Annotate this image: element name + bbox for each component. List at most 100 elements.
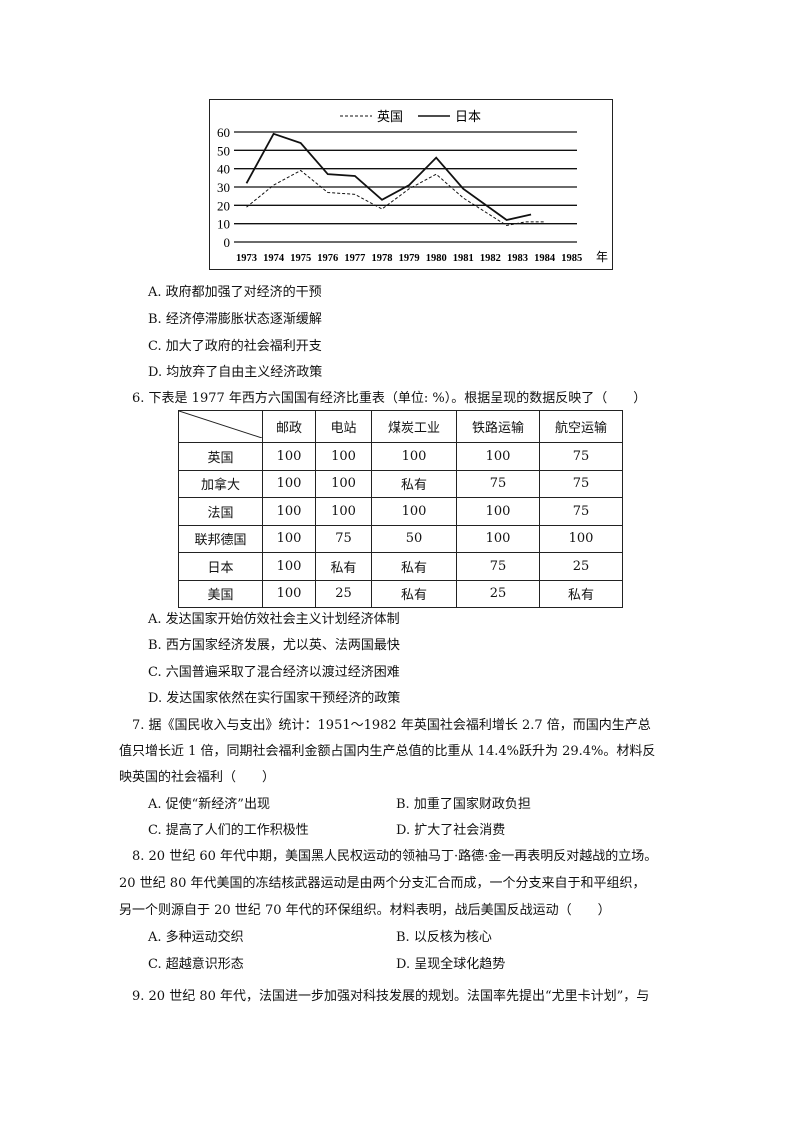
q8-option-c: C. 超越意识形态 <box>148 957 244 972</box>
value-cell: 75 <box>539 497 623 526</box>
legend-label: 英国 <box>377 110 403 125</box>
value-cell: 私有 <box>371 552 457 581</box>
value-cell: 私有 <box>371 469 457 498</box>
value-cell: 100 <box>262 497 316 526</box>
y-tick-label: 30 <box>217 180 230 195</box>
x-tick-label: 1979 <box>399 253 420 264</box>
q7-line: 值只增长近 1 倍，同期社会福利金额占国内生产总值的比重从 14.4%跃升为 2… <box>119 744 656 759</box>
value-cell: 25 <box>315 579 372 608</box>
q7-option-d: D. 扩大了社会消费 <box>396 823 506 838</box>
q5-option-d: D. 均放弃了自由主义经济政策 <box>148 365 323 380</box>
x-tick-label: 1984 <box>534 253 556 264</box>
y-tick-label: 10 <box>217 217 230 232</box>
x-axis-label: 年 <box>596 250 608 264</box>
table-row: 法国 100 100 100 100 75 <box>178 497 623 526</box>
header-cell: 铁路运输 <box>456 410 540 443</box>
value-cell: 50 <box>371 524 457 553</box>
q5-option-b: B. 经济停滞膨胀状态逐渐缓解 <box>148 312 322 327</box>
value-cell: 25 <box>456 579 540 608</box>
x-tick-label: 1978 <box>372 253 393 264</box>
x-tick-label: 1974 <box>263 253 285 264</box>
value-cell: 75 <box>539 469 623 498</box>
q7-line: 7. 据《国民收入与支出》统计：1951～1982 年英国社会福利增长 2.7 … <box>132 718 651 733</box>
country-cell: 法国 <box>178 497 263 526</box>
table-row: 联邦德国 100 75 50 100 100 <box>178 524 623 553</box>
table-row: 美国 100 25 私有 25 私有 <box>178 579 623 608</box>
line-chart: 0 10 20 30 40 50 60 1973 1974 1975 1976 1977 1978 197… <box>209 99 613 270</box>
q6-table: 邮政 电站 煤炭工业 铁路运输 航空运输 英国 100 100 100 100 75 加拿大… <box>178 410 623 608</box>
value-cell: 100 <box>371 497 457 526</box>
q8-option-d: D. 呈现全球化趋势 <box>396 957 506 972</box>
value-cell: 75 <box>456 469 540 498</box>
q8-line: 20 世纪 80 年代美国的冻结核武器运动是由两个分支汇合而成，一个分支来自于和… <box>119 876 646 891</box>
country-cell: 联邦德国 <box>178 524 263 553</box>
value-cell: 私有 <box>315 552 372 581</box>
q5-option-c: C. 加大了政府的社会福利开支 <box>148 339 322 354</box>
country-cell: 加拿大 <box>178 469 263 498</box>
value-cell: 75 <box>315 524 372 553</box>
q8-line: 另一个则源自于 20 世纪 70 年代的环保组织。材料表明，战后美国反战运动（ … <box>119 903 611 918</box>
series-line-1 <box>245 132 532 221</box>
x-tick-label: 1985 <box>561 253 582 264</box>
x-tick-label: 1977 <box>344 253 365 264</box>
value-cell: 75 <box>539 442 623 471</box>
x-tick-label: 1975 <box>290 253 311 264</box>
header-cell: 邮政 <box>262 410 316 443</box>
y-tick-label: 0 <box>224 235 231 250</box>
value-cell: 75 <box>456 552 540 581</box>
q6-stem: 6. 下表是 1977 年西方六国国有经济比重表（单位: %）。根据呈现的数据反… <box>132 391 647 406</box>
country-cell: 美国 <box>178 579 263 608</box>
value-cell: 100 <box>371 442 457 471</box>
legend-label: 日本 <box>455 110 481 125</box>
chart-svg: 0 10 20 30 40 50 60 1973 1974 1975 1976 1977 1978 197… <box>217 110 608 264</box>
q6-option-c: C. 六国普遍采取了混合经济以渡过经济困难 <box>148 665 400 680</box>
x-tick-label: 1980 <box>426 253 447 264</box>
value-cell: 100 <box>456 524 540 553</box>
value-cell: 私有 <box>539 579 623 608</box>
value-cell: 100 <box>539 524 623 553</box>
value-cell: 100 <box>456 442 540 471</box>
q6-option-d: D. 发达国家依然在实行国家干预经济的政策 <box>148 691 401 706</box>
y-tick-label: 60 <box>217 125 230 140</box>
q5-option-a: A. 政府都加强了对经济的干预 <box>148 285 322 300</box>
country-cell: 日本 <box>178 552 263 581</box>
value-cell: 25 <box>539 552 623 581</box>
value-cell: 100 <box>262 524 316 553</box>
q6-option-b: B. 西方国家经济发展，尤以英、法两国最快 <box>148 638 400 653</box>
value-cell: 私有 <box>371 579 457 608</box>
x-tick-label: 1973 <box>236 253 257 264</box>
y-tick-label: 50 <box>217 143 230 158</box>
value-cell: 100 <box>262 579 316 608</box>
x-tick-label: 1983 <box>507 253 528 264</box>
table-row: 日本 100 私有 私有 75 25 <box>178 552 623 581</box>
q7-option-a: A. 促使“新经济”出现 <box>148 797 270 812</box>
table-header-row: 邮政 电站 煤炭工业 铁路运输 航空运输 <box>178 410 623 443</box>
series-line-0 <box>246 169 545 227</box>
value-cell: 100 <box>262 469 316 498</box>
q8-option-a: A. 多种运动交织 <box>148 930 244 945</box>
value-cell: 100 <box>315 497 372 526</box>
y-tick-label: 40 <box>217 162 230 177</box>
value-cell: 100 <box>456 497 540 526</box>
value-cell: 100 <box>315 469 372 498</box>
q8-option-b: B. 以反核为核心 <box>396 930 492 945</box>
x-tick-label: 1982 <box>480 253 501 264</box>
q8-line: 8. 20 世纪 60 年代中期，美国黑人民权运动的领袖马丁·路德·金一再表明反… <box>132 849 658 864</box>
header-cell: 煤炭工业 <box>371 410 457 443</box>
header-cell: 电站 <box>315 410 372 443</box>
y-tick-label: 20 <box>217 198 230 213</box>
x-tick-label: 1976 <box>317 253 338 264</box>
q7-line: 映英国的社会福利（ ） <box>119 770 276 785</box>
q6-option-a: A. 发达国家开始仿效社会主义计划经济体制 <box>148 612 400 627</box>
value-cell: 100 <box>315 442 372 471</box>
value-cell: 100 <box>262 552 316 581</box>
table-row: 加拿大 100 100 私有 75 75 <box>178 469 623 498</box>
value-cell: 100 <box>262 442 316 471</box>
header-cell: 航空运输 <box>539 410 623 443</box>
x-tick-label: 1981 <box>453 253 474 264</box>
table-row: 英国 100 100 100 100 75 <box>178 442 623 471</box>
country-cell: 英国 <box>178 442 263 471</box>
q7-option-b: B. 加重了国家财政负担 <box>396 797 531 812</box>
q9-line: 9. 20 世纪 80 年代，法国进一步加强对科技发展的规划。法国率先提出“尤里… <box>132 989 650 1004</box>
